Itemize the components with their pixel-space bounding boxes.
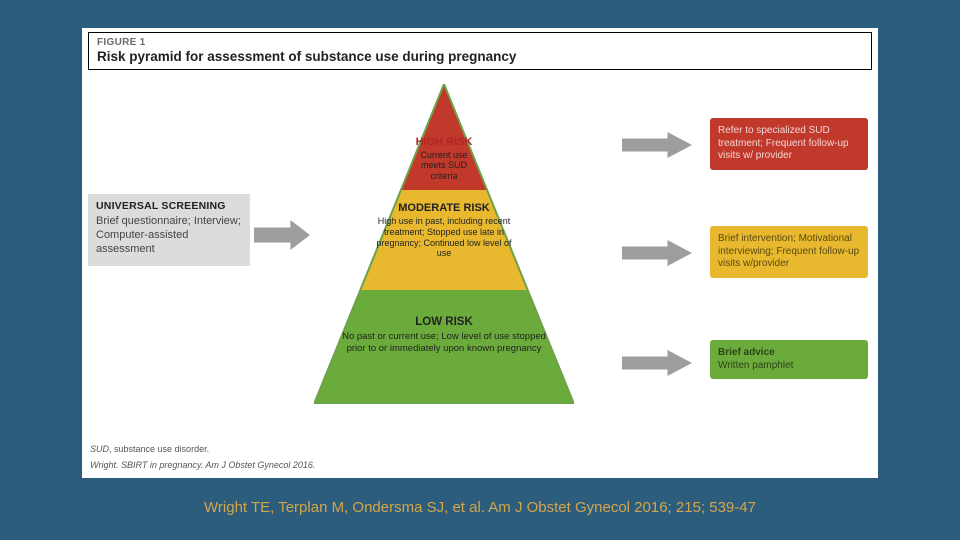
action-low-label: Brief advice (718, 347, 775, 358)
figure-header: FIGURE 1 Risk pyramid for assessment of … (88, 32, 872, 70)
figure-title: Risk pyramid for assessment of substance… (97, 49, 863, 64)
action-high-risk: Refer to specialized SUD treatment; Freq… (710, 118, 868, 170)
action-high-text: Refer to specialized SUD treatment; Freq… (718, 125, 849, 161)
low-risk-label: LOW RISK No past or current use; Low lev… (314, 316, 574, 355)
figure-label: FIGURE 1 (97, 37, 863, 48)
moderate-risk-label: MODERATE RISK High use in past, includin… (314, 202, 574, 259)
action-low-risk: Brief advice Written pamphlet (710, 340, 868, 379)
diagram-area: UNIVERSAL SCREENING Brief questionnaire;… (82, 70, 878, 430)
low-risk-desc: No past or current use; Low level of use… (314, 331, 574, 355)
slide-citation: Wright TE, Terplan M, Ondersma SJ, et al… (0, 499, 960, 516)
moderate-risk-desc: High use in past, including recent treat… (314, 216, 574, 259)
high-risk-desc: Current use meets SUD criteria (314, 150, 574, 181)
footnote-abbrev: SUD, substance use disorder. (90, 444, 209, 454)
arrow-right-icon (622, 240, 692, 266)
action-low-sub: Written pamphlet (718, 360, 793, 371)
high-risk-label: HIGH RISK Current use meets SUD criteria (314, 136, 574, 181)
screening-body: Brief questionnaire; Interview; Computer… (96, 215, 242, 256)
action-moderate-text: Brief intervention; Motivational intervi… (718, 233, 859, 269)
screening-header: UNIVERSAL SCREENING (96, 200, 242, 212)
footnote-source: Wright. SBIRT in pregnancy. Am J Obstet … (90, 460, 315, 470)
arrow-right-icon (622, 132, 692, 158)
figure-panel: FIGURE 1 Risk pyramid for assessment of … (82, 28, 878, 478)
arrow-right-icon (622, 350, 692, 376)
arrow-right-icon (254, 220, 310, 250)
universal-screening-box: UNIVERSAL SCREENING Brief questionnaire;… (88, 194, 250, 266)
action-moderate-risk: Brief intervention; Motivational intervi… (710, 226, 868, 278)
